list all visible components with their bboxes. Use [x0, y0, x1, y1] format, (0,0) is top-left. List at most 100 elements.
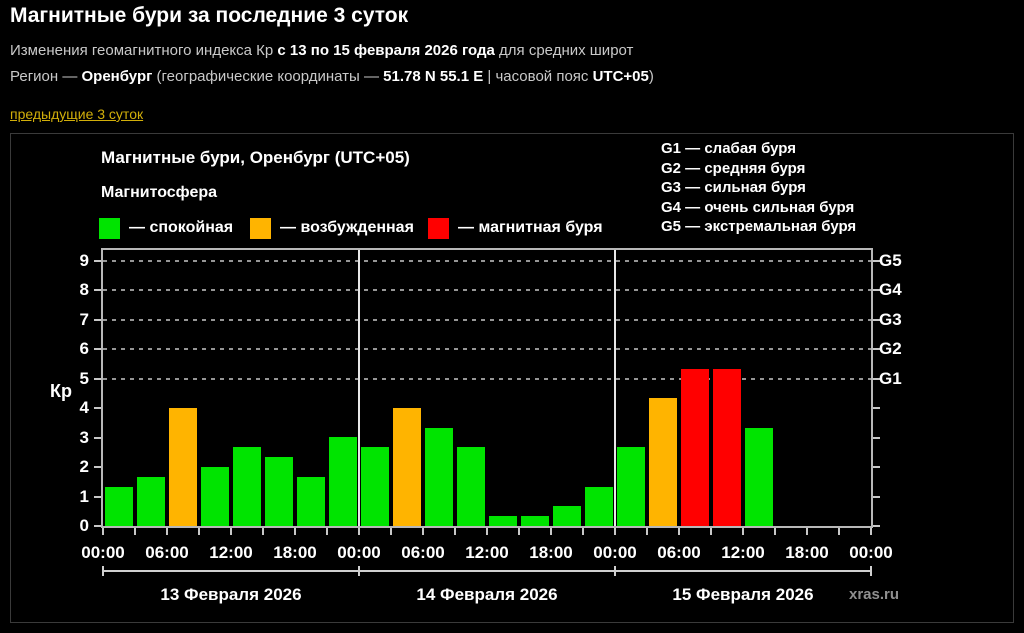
y-axis-tick — [94, 407, 101, 409]
subtitle-latitudes: для средних широт — [494, 42, 634, 59]
x-tick-label: 00:00 — [337, 543, 381, 562]
x-axis-tick — [678, 528, 680, 535]
g3-definition: G3 — сильная буря — [661, 179, 806, 196]
y-axis-tick-right — [873, 525, 880, 527]
x-tick-label: 12:00 — [209, 543, 253, 562]
region-name: Оренбург — [81, 68, 153, 85]
g-scale-label: G1 — [879, 368, 902, 388]
y-axis-tick — [94, 525, 101, 527]
x-axis-tick — [550, 528, 552, 535]
kp-bar — [713, 369, 741, 526]
quiet-label: — спокойная — [129, 219, 234, 236]
x-axis-tick — [198, 528, 200, 535]
day-divider — [358, 250, 360, 526]
gridline — [103, 377, 871, 380]
kp-bar — [489, 516, 517, 526]
x-axis-tick — [230, 528, 232, 535]
gridline — [103, 348, 871, 350]
subtitle-text: Изменения геомагнитного индекса Кр — [10, 42, 278, 59]
kp-bar — [265, 457, 293, 526]
kp-bar — [681, 369, 709, 526]
y-tick-label: 0 — [79, 516, 89, 535]
x-tick-label: 06:00 — [145, 543, 189, 562]
kp-bar — [169, 408, 197, 526]
x-axis-tick — [326, 528, 328, 535]
day-bracket-tick — [614, 566, 616, 576]
day-bracket-tick — [358, 566, 360, 576]
x-axis-tick — [166, 528, 168, 535]
legend-item-quiet: — спокойная — [99, 217, 233, 239]
kp-bar — [617, 447, 645, 526]
chart-title: Магнитные бури, Оренбург (UTC+05) — [101, 148, 410, 167]
day-label: 13 Февраля 2026 — [160, 585, 302, 604]
plot-area: Кр xras.ru 0 1 2 3 4 5 G1 6 G2 7 G3 8 G4 9 G5 00:00 06:0… — [50, 248, 902, 604]
y-axis-tick-right — [873, 289, 880, 291]
y-axis-tick-right — [873, 318, 880, 321]
x-axis-tick — [774, 528, 776, 535]
kp-bar — [393, 408, 421, 526]
y-axis-title: Кр — [50, 381, 72, 401]
kp-bar — [233, 447, 261, 526]
g5-definition: G5 — экстремальная буря — [661, 218, 857, 235]
y-tick-label: 5 — [79, 368, 89, 388]
g-scale-label: G3 — [879, 309, 902, 329]
y-axis-tick-right — [873, 348, 880, 350]
y-tick-label: 8 — [79, 280, 89, 299]
day-bracket — [103, 570, 871, 572]
x-axis-tick — [262, 528, 264, 535]
x-axis-tick — [806, 528, 808, 535]
x-tick-label: 00:00 — [81, 543, 125, 562]
y-axis-tick — [94, 466, 101, 468]
kp-bar — [105, 487, 133, 526]
y-axis-tick-right — [873, 407, 880, 409]
x-axis-tick — [134, 528, 136, 535]
coords-value: 51.78 N 55.1 E — [383, 68, 484, 85]
x-tick-label: 18:00 — [785, 543, 829, 562]
y-tick-label: 4 — [79, 398, 89, 417]
y-axis-tick — [94, 495, 101, 498]
x-axis-tick — [422, 528, 424, 535]
watermark: xras.ru — [849, 586, 900, 603]
g2-definition: G2 — средняя буря — [661, 159, 806, 177]
tz-prefix: | часовой пояс — [483, 68, 593, 85]
chart-panel: Магнитные бури, Оренбург (UTC+05) Магнит… — [10, 133, 1014, 623]
kp-bar — [137, 477, 165, 526]
x-tick-label: 12:00 — [465, 543, 509, 562]
subtitle-dates: с 13 по 15 февраля 2026 года — [277, 42, 495, 59]
day-label: 15 Февраля 2026 — [672, 585, 814, 604]
x-axis-tick — [454, 528, 456, 535]
y-tick-label: 6 — [79, 339, 89, 358]
kp-bar — [553, 506, 581, 526]
x-tick-label: 06:00 — [657, 543, 701, 562]
x-axis-tick — [742, 528, 744, 535]
kp-bar — [649, 398, 677, 526]
excited-color-swatch — [250, 217, 271, 239]
g1-definition: G1 — слабая буря — [661, 140, 797, 157]
day-label: 14 Февраля 2026 — [416, 585, 558, 604]
tz-value: UTC+05 — [592, 68, 649, 85]
x-axis-tick — [102, 528, 104, 535]
x-axis-tick — [582, 528, 584, 535]
x-axis-tick — [646, 528, 648, 535]
legend-item-excited: — возбужденная — [250, 217, 414, 239]
kp-bar — [297, 477, 325, 526]
kp-bar — [425, 428, 453, 526]
legend-item-storm: — магнитная буря — [428, 217, 603, 239]
x-axis-tick — [710, 528, 712, 535]
x-tick-label: 12:00 — [721, 543, 765, 562]
y-axis-tick-right — [873, 377, 880, 380]
region-prefix: Регион — — [10, 68, 82, 85]
coords-prefix: (географические координаты — — [152, 68, 384, 85]
x-axis-tick — [838, 528, 840, 535]
kp-bar — [585, 487, 613, 526]
g4-definition: G4 — очень сильная буря — [661, 198, 855, 216]
y-axis-tick-right — [873, 436, 880, 439]
previous-3-days-link[interactable]: предыдущие 3 суток — [10, 106, 144, 122]
quiet-color-swatch — [99, 217, 120, 239]
kp-bar — [745, 428, 773, 526]
x-tick-label: 00:00 — [593, 543, 637, 562]
x-axis-tick — [614, 528, 616, 535]
g-scale-label: G2 — [879, 339, 902, 358]
g-scale-legend: G1 — слабая буря G2 — средняя буря G3 — … — [661, 139, 856, 237]
